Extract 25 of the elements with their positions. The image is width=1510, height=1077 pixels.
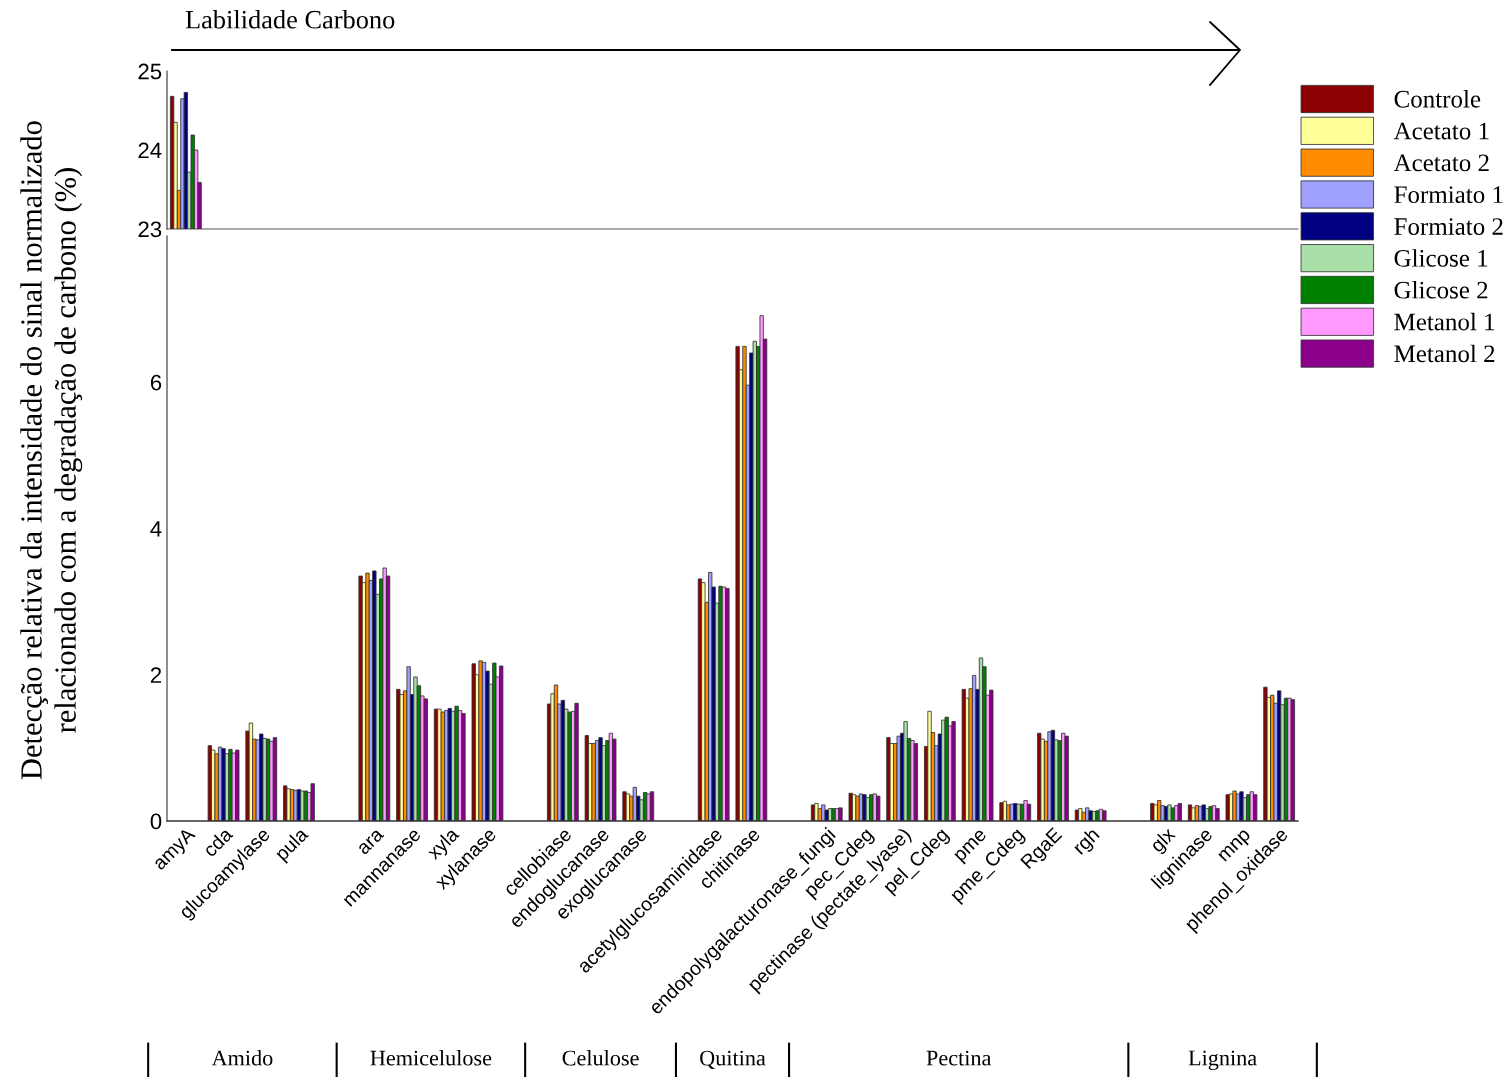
y-tick-label: 2 — [150, 667, 162, 683]
y-axis-title: Detecção relativa da intensidade do sinal normalizado relacionado com a degradação de carbono (%) — [20, 121, 83, 780]
text: Pectina — [926, 1050, 992, 1066]
legend-label: Acetato 2 — [1393, 154, 1489, 172]
text: Hemicelulose — [370, 1049, 492, 1066]
y-tick-label: 6 — [150, 374, 162, 391]
legend-label: Controle — [1394, 90, 1481, 108]
y-tick-label: 25 — [138, 63, 162, 80]
x-tick-label: rgh — [1071, 826, 1103, 858]
legend-label: Glicose 2 — [1394, 280, 1488, 299]
y-tick-label: 24 — [138, 142, 162, 159]
text: Quitina — [700, 1050, 766, 1069]
text: Amido — [211, 1049, 273, 1066]
legend-label: Metanol 2 — [1394, 344, 1495, 363]
text: Celulose — [562, 1049, 639, 1066]
text: Labilidade Carbono — [185, 10, 395, 29]
text: Lignina — [1188, 1050, 1257, 1071]
legend-label: Formiato 1 — [1394, 186, 1503, 204]
y-tick-label: 0 — [150, 813, 162, 830]
legend-label: Formiato 2 — [1394, 218, 1503, 235]
y-tick-label: 4 — [150, 521, 162, 537]
legend-label: Metanol 1 — [1394, 312, 1495, 331]
legend-label: Glicose 1 — [1394, 249, 1488, 267]
legend-label: Acetato 1 — [1393, 122, 1489, 140]
y-tick-label: 23 — [138, 221, 162, 238]
